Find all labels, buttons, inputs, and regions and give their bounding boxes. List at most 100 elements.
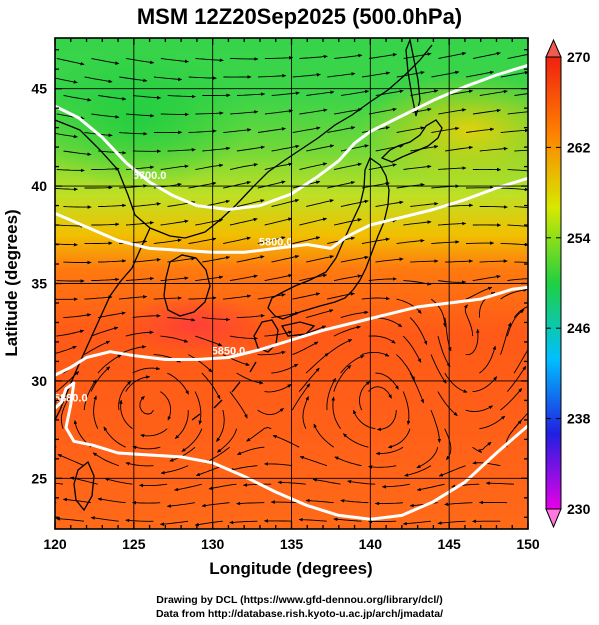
streamline [438, 108, 467, 115]
streamline [167, 317, 196, 322]
streamline [140, 428, 168, 438]
streamline [292, 341, 319, 356]
streamline [430, 409, 442, 443]
streamline [445, 145, 474, 152]
streamline [271, 198, 300, 207]
streamline [507, 278, 528, 282]
streamline [479, 259, 508, 263]
streamline [479, 89, 508, 96]
streamline [257, 293, 286, 300]
x-tick-label: 125 [122, 536, 146, 552]
streamline [153, 76, 183, 82]
streamline [326, 292, 355, 300]
streamline [236, 255, 265, 263]
streamline [246, 427, 272, 442]
streamline [63, 95, 92, 102]
streamline [334, 53, 363, 59]
streamline [202, 146, 231, 152]
contour-label: 5700.0 [133, 170, 167, 182]
coast-korea [163, 254, 211, 317]
streamline [264, 462, 293, 467]
streamline [410, 145, 439, 152]
streamline [167, 148, 196, 152]
streamline [361, 181, 390, 189]
streamline [396, 238, 425, 245]
streamline [500, 187, 528, 192]
streamline [409, 317, 428, 346]
streamline [375, 317, 403, 328]
streamline [92, 452, 119, 467]
streamline [90, 326, 119, 337]
streamline [305, 309, 334, 319]
streamline [437, 520, 466, 525]
streamline [90, 516, 119, 522]
streamline [264, 56, 294, 60]
streamline [229, 391, 248, 419]
colorbar-tick-label: 262 [567, 139, 591, 155]
streamline [236, 92, 266, 96]
streamline [375, 257, 404, 263]
warm-maximum-korea [125, 295, 265, 355]
streamline [132, 95, 162, 100]
streamline [341, 89, 370, 96]
streamline [376, 410, 397, 432]
streamline [188, 237, 217, 245]
streamline [472, 274, 501, 282]
streamline [466, 127, 495, 133]
chart-title: MSM 12Z20Sep2025 (500.0hPa) [136, 4, 463, 29]
streamline [375, 372, 399, 390]
y-axis-label: Latitude (degrees) [2, 209, 21, 356]
streamline [431, 70, 460, 78]
streamline [438, 465, 466, 477]
streamline [160, 465, 189, 475]
streamline [431, 126, 460, 133]
streamline [132, 445, 161, 450]
streamline [264, 273, 293, 282]
streamline [326, 377, 336, 411]
streamline [465, 241, 495, 245]
streamline [230, 163, 258, 170]
streamline [299, 54, 328, 59]
streamline [98, 95, 127, 101]
coast-taiwan [73, 460, 95, 512]
streamline [60, 396, 70, 429]
streamline [333, 364, 352, 392]
streamline [264, 162, 293, 170]
streamline [223, 294, 252, 300]
streamline [403, 164, 432, 170]
streamline [271, 91, 300, 96]
x-tick-label: 145 [437, 536, 461, 552]
streamline [403, 52, 432, 59]
streamline [97, 497, 126, 504]
streamline [299, 217, 328, 226]
streamline [507, 53, 528, 59]
credits: Drawing by DCL (https://www.gfd-dennou.o… [0, 593, 599, 621]
x-tick-label: 140 [359, 536, 383, 552]
coast-sakhalin [405, 38, 421, 117]
streamline [396, 126, 425, 133]
streamline [479, 345, 497, 374]
streamline [257, 350, 286, 356]
streamline [98, 203, 127, 208]
contour-line [55, 176, 528, 254]
streamline [55, 77, 78, 84]
streamline [56, 58, 85, 66]
streamline [98, 150, 127, 155]
streamline [132, 202, 161, 207]
streamline [56, 168, 85, 173]
streamline [125, 518, 154, 523]
streamline [126, 113, 155, 118]
streamline [277, 480, 306, 485]
streamline [514, 206, 528, 209]
streamline [229, 274, 258, 282]
colorbar-tick-label: 246 [567, 320, 591, 336]
streamline [195, 111, 224, 115]
streamline [236, 314, 265, 319]
colorbar-ticks: 230 238 246 254 262 270 [546, 49, 591, 517]
streamline [63, 150, 92, 156]
streamline [299, 162, 328, 170]
streamline [514, 93, 528, 96]
streamline [174, 410, 189, 439]
streamline [340, 310, 369, 319]
x-tick-label: 150 [516, 536, 540, 552]
